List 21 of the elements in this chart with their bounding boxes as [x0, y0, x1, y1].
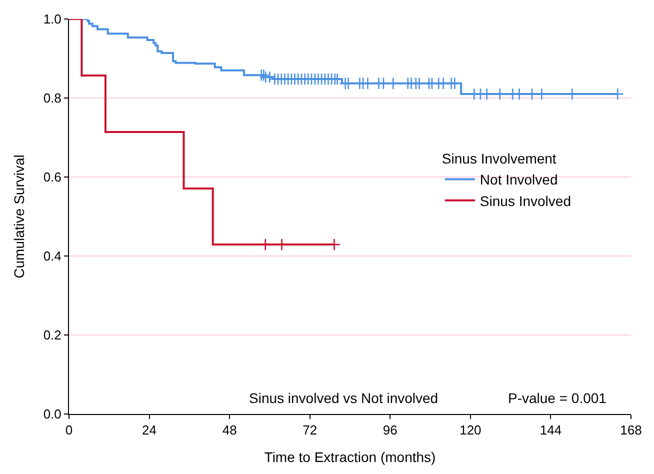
x-tick-label: 168	[620, 422, 642, 438]
y-tick-label: 0.8	[43, 90, 62, 106]
x-axis-title: Time to Extraction (months)	[264, 448, 436, 465]
y-tick-label: 1.0	[43, 12, 62, 27]
x-tick-label: 48	[222, 422, 237, 438]
annotation: Sinus involved vs Not involved	[249, 390, 438, 406]
x-tick-label: 72	[302, 422, 318, 438]
y-tick-label: 0.2	[43, 328, 62, 343]
x-tick-label: 120	[460, 422, 482, 438]
x-tick-label: 0	[65, 422, 73, 438]
legend-label: Not Involved	[480, 172, 558, 188]
x-tick-label: 96	[382, 422, 398, 438]
legend-title: Sinus Involvement	[442, 150, 556, 167]
y-tick-label: 0.6	[43, 170, 62, 185]
annotation: P-value = 0.001	[508, 390, 607, 406]
y-axis-title: Cumulative Survival	[10, 154, 27, 278]
x-tick-label: 24	[142, 422, 157, 438]
x-tick-label: 144	[540, 422, 562, 438]
y-tick-label: 0.4	[43, 248, 62, 264]
y-tick-label: 0.0	[43, 406, 62, 422]
legend-label: Sinus Involved	[480, 192, 571, 209]
